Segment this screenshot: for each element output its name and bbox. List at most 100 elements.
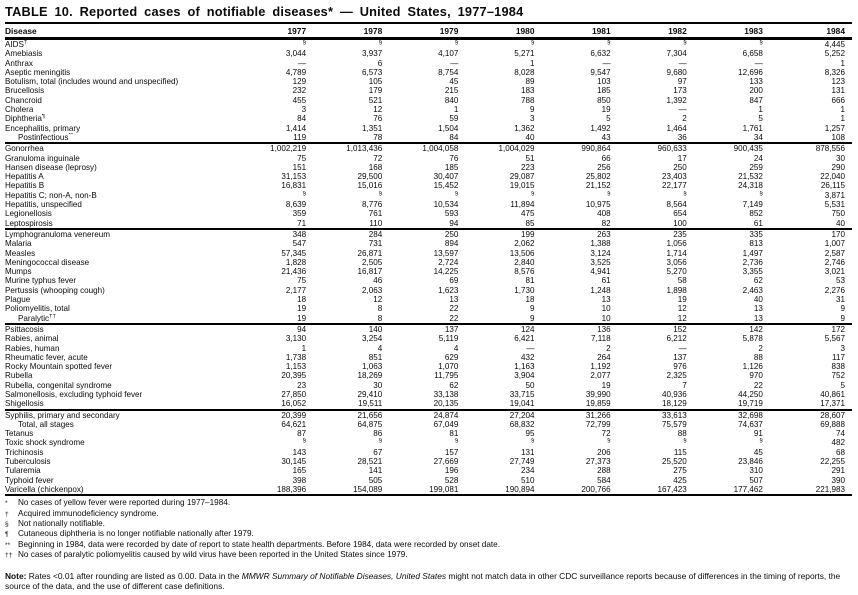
note-label: Note: bbox=[5, 570, 27, 581]
value-cell: 86 bbox=[373, 429, 383, 439]
value-cell: 26,871 bbox=[357, 248, 383, 258]
value-cell: 1,761 bbox=[742, 123, 763, 133]
value-cell: 19 bbox=[297, 313, 307, 323]
value-cell: 1,492 bbox=[590, 123, 611, 133]
value-cell: 19 bbox=[297, 304, 307, 314]
value-cell: 3,937 bbox=[361, 49, 383, 59]
value-cell: 2,505 bbox=[361, 257, 383, 267]
footnote-marker: †† bbox=[5, 552, 13, 560]
value-cell: 183 bbox=[520, 86, 535, 96]
value-cell: 10 bbox=[601, 313, 611, 323]
disease-cell: Plague bbox=[5, 295, 31, 305]
value-cell: 82 bbox=[601, 218, 611, 228]
value-cell: 19 bbox=[601, 380, 611, 390]
value-cell: 851 bbox=[368, 352, 383, 362]
disease-cell: Poliomyelitis, total bbox=[5, 304, 70, 314]
value-cell: 7,149 bbox=[742, 200, 763, 210]
value-cell: 1,351 bbox=[361, 123, 383, 133]
value-cell: 752 bbox=[831, 371, 845, 381]
value-cell: 2,463 bbox=[742, 285, 763, 295]
table-row: Aseptic meningitis 4,789 6,573 8,754 8,028 9,… bbox=[5, 68, 852, 77]
value-cell: 1,362 bbox=[514, 123, 535, 133]
table-row: Plague 18 12 13 18 13 19 40 31 bbox=[5, 295, 852, 304]
not-notifiable-marker: § bbox=[302, 438, 307, 444]
value-cell: 840 bbox=[444, 95, 459, 105]
not-notifiable-marker: § bbox=[454, 38, 459, 46]
not-notifiable-marker: § bbox=[607, 438, 611, 444]
value-cell: 3,124 bbox=[590, 248, 611, 258]
value-cell: 200,766 bbox=[581, 484, 611, 494]
value-cell: 1,388 bbox=[590, 239, 611, 249]
value-cell: 666 bbox=[831, 95, 845, 105]
note-text-after: might not match data in other CDC survei… bbox=[5, 570, 841, 591]
value-cell: 750 bbox=[831, 209, 845, 219]
table-row: Meningococcal disease 1,828 2,505 2,724 2,84… bbox=[5, 258, 852, 267]
value-cell: 36 bbox=[677, 132, 687, 142]
value-cell: § bbox=[319, 39, 395, 50]
value-cell: 28,521 bbox=[357, 457, 383, 467]
value-cell: 27,749 bbox=[509, 457, 535, 467]
disease-cell: Botulism, total (includes wound and unsp… bbox=[5, 77, 179, 87]
value-cell: 215 bbox=[444, 86, 459, 96]
value-cell: 143 bbox=[292, 447, 307, 457]
value-cell: 7,118 bbox=[590, 334, 611, 344]
value-cell: 62 bbox=[753, 276, 763, 286]
disease-cell: Murine typhus fever bbox=[5, 276, 77, 286]
value-cell: 19,511 bbox=[358, 399, 383, 409]
table-row: Poliomyelitis, total 19 8 22 9 10 12 13 9 bbox=[5, 304, 852, 313]
value-cell: 40,936 bbox=[661, 389, 687, 399]
footnote-text: Cutaneous diphtheria is no longer notifi… bbox=[18, 529, 254, 539]
value-cell: 22,255 bbox=[820, 457, 845, 467]
not-notifiable-marker: § bbox=[607, 38, 611, 46]
not-notifiable-marker: § bbox=[683, 190, 687, 197]
column-header-1984: 1984 bbox=[775, 24, 852, 40]
value-cell: 3,254 bbox=[361, 334, 383, 344]
value-cell: 43 bbox=[601, 132, 611, 142]
value-cell: § bbox=[319, 438, 395, 447]
value-cell: 1,504 bbox=[438, 123, 459, 133]
value-cell: 3,871 bbox=[824, 190, 845, 200]
value-cell: 21,152 bbox=[585, 181, 611, 191]
value-cell: 95 bbox=[525, 429, 535, 439]
value-cell: 4 bbox=[453, 343, 459, 353]
value-cell: 76 bbox=[449, 153, 459, 163]
value-cell: 8,564 bbox=[666, 200, 687, 210]
disease-cell: AIDS† bbox=[5, 38, 28, 49]
value-cell: 5,271 bbox=[514, 49, 535, 59]
value-cell: 81 bbox=[449, 429, 459, 439]
value-cell: § bbox=[471, 191, 547, 200]
value-cell: 2 bbox=[606, 343, 611, 353]
value-cell: 94 bbox=[243, 322, 320, 335]
value-cell: 206 bbox=[597, 447, 611, 457]
not-notifiable-marker: § bbox=[607, 190, 611, 197]
value-cell: 5,531 bbox=[824, 200, 845, 210]
value-cell: 1,497 bbox=[742, 248, 763, 258]
value-cell: § bbox=[548, 39, 624, 50]
disease-cell: Syphilis, primary and secondary bbox=[5, 408, 243, 420]
table-row: Pertussis (whooping cough) 2,177 2,063 1,62… bbox=[5, 286, 852, 295]
value-cell: 165 bbox=[292, 466, 307, 476]
value-cell: § bbox=[548, 438, 624, 447]
value-cell: 1,013,436 bbox=[319, 142, 396, 154]
table-row: Legionellosis 359 761 593 475 408 654 852 750 bbox=[5, 209, 852, 218]
value-cell: § bbox=[395, 191, 471, 200]
value-cell: 348 bbox=[243, 227, 320, 240]
table-row: Tularemia 165 141 196 234 288 275 310 291 bbox=[5, 466, 852, 475]
table-row: Cholera 3 12 1 9 19—1 1 bbox=[5, 105, 852, 114]
value-cell: 310 bbox=[749, 466, 763, 476]
value-cell: 133 bbox=[749, 77, 763, 87]
value-cell: 12 bbox=[677, 304, 687, 314]
disease-cell: Rubella, congenital syndrome bbox=[5, 380, 112, 390]
value-cell: 850 bbox=[597, 95, 611, 105]
value-cell: 5 bbox=[758, 114, 763, 124]
disease-cell: Mumps bbox=[5, 267, 32, 277]
value-cell: 94 bbox=[449, 218, 459, 228]
value-cell: 26,115 bbox=[820, 181, 845, 191]
value-cell: 1,192 bbox=[590, 362, 611, 372]
value-cell: 1,007 bbox=[824, 239, 845, 249]
value-cell: 3,021 bbox=[824, 267, 845, 277]
value-cell: 290 bbox=[831, 162, 845, 172]
value-cell: 75 bbox=[297, 276, 307, 286]
value-cell: 1,163 bbox=[514, 362, 535, 372]
